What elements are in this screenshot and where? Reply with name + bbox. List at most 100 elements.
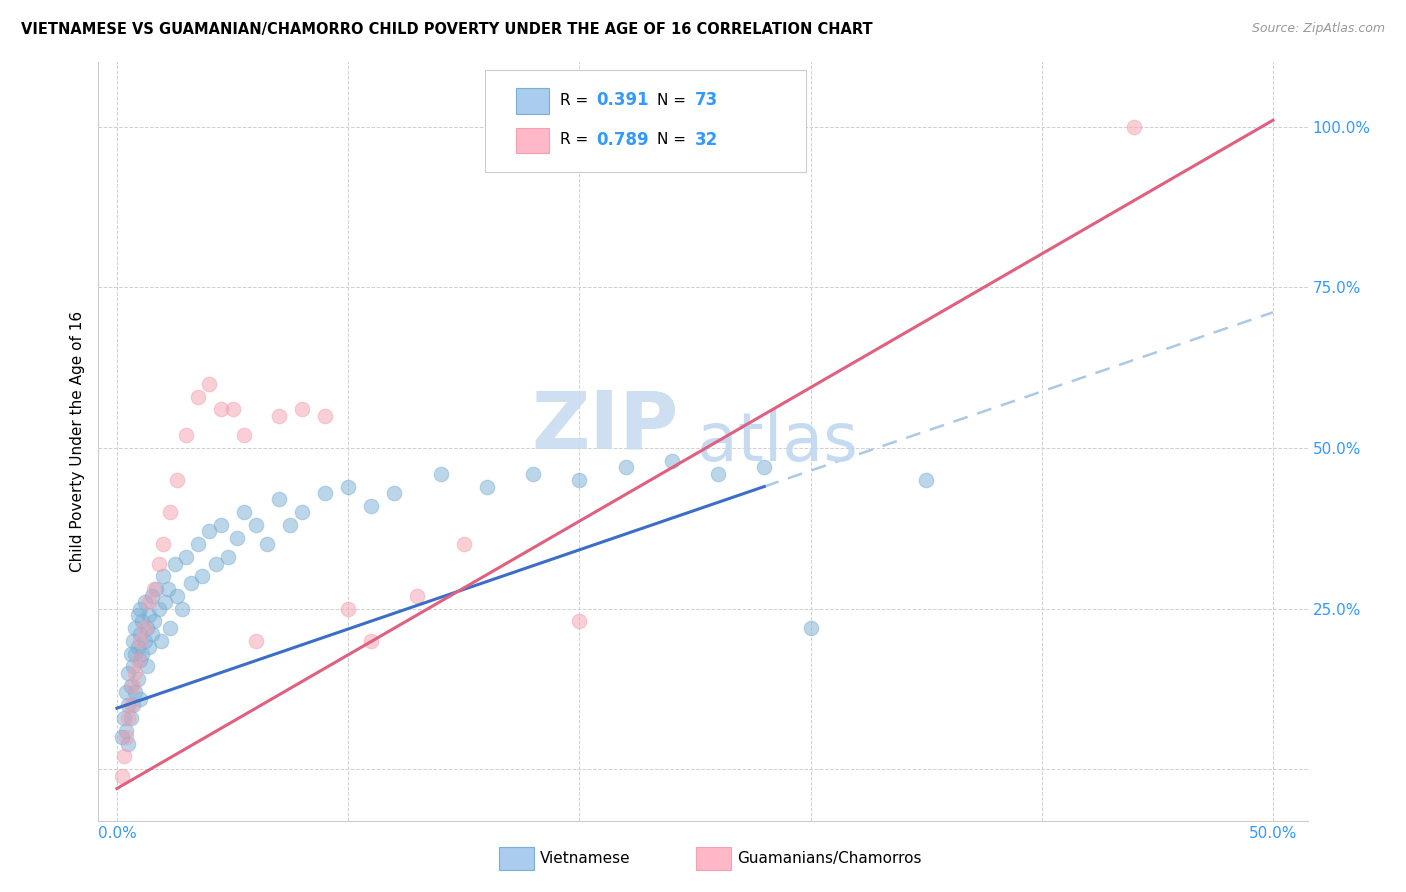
FancyBboxPatch shape [485,70,806,172]
Point [136,621,159,635]
Text: R =: R = [561,132,593,147]
Point [221,402,243,417]
Point [131,615,153,629]
Point [475,479,498,493]
Point [291,505,314,519]
Point [127,607,149,622]
Point [122,633,145,648]
Point [129,653,152,667]
Point [145,582,167,597]
Point [142,615,165,629]
Point [134,621,156,635]
Point [124,621,146,635]
Point [129,627,152,641]
Text: atlas: atlas [697,409,858,475]
Point [1123,120,1146,134]
Point [127,640,149,655]
Point [174,550,197,565]
Point [134,595,156,609]
Point [360,499,382,513]
Point [267,492,290,507]
Point [360,633,382,648]
Point [754,460,776,475]
Point [124,665,146,680]
Point [120,679,142,693]
Text: 32: 32 [695,131,718,149]
Point [278,518,301,533]
Point [661,454,683,468]
Point [245,633,267,648]
Point [568,615,591,629]
Point [522,467,544,481]
Point [129,633,152,648]
Point [120,698,142,712]
Point [205,557,228,571]
Point [122,679,145,693]
Point [256,537,278,551]
Point [110,769,132,783]
Point [117,737,139,751]
Point [187,537,209,551]
Point [267,409,290,423]
Point [124,685,146,699]
Point [152,537,174,551]
Text: 0.391: 0.391 [596,91,650,110]
Point [337,601,360,615]
Point [233,428,256,442]
Point [127,673,149,687]
Point [799,621,821,635]
Point [134,633,156,648]
Point [122,659,145,673]
Point [191,569,214,583]
Point [217,550,239,565]
Point [122,698,145,712]
Point [337,479,360,493]
Point [163,557,186,571]
Point [314,486,336,500]
Point [170,601,193,615]
Point [159,505,181,519]
Point [129,601,152,615]
Point [142,582,165,597]
Y-axis label: Child Poverty Under the Age of 16: Child Poverty Under the Age of 16 [70,311,86,572]
Text: N =: N = [657,93,690,108]
Point [166,473,188,487]
Point [245,518,267,533]
Text: VIETNAMESE VS GUAMANIAN/CHAMORRO CHILD POVERTY UNDER THE AGE OF 16 CORRELATION C: VIETNAMESE VS GUAMANIAN/CHAMORRO CHILD P… [21,22,873,37]
Point [707,467,730,481]
Point [614,460,637,475]
Text: ZIP: ZIP [531,387,679,466]
Point [209,518,232,533]
Point [138,640,160,655]
Point [117,698,139,712]
Point [915,473,938,487]
Point [112,711,135,725]
Point [198,376,221,391]
Point [112,749,135,764]
Point [136,659,159,673]
Point [174,428,197,442]
Point [120,647,142,661]
Point [149,633,172,648]
Point [148,557,170,571]
Point [314,409,336,423]
Point [453,537,475,551]
Point [180,575,202,590]
Point [209,402,232,417]
Point [382,486,405,500]
Point [159,621,181,635]
Text: R =: R = [561,93,593,108]
Text: Vietnamese: Vietnamese [540,851,630,866]
Point [138,607,160,622]
Point [138,595,160,609]
Point [115,723,138,738]
Point [198,524,221,539]
Point [127,653,149,667]
Text: 0.789: 0.789 [596,131,650,149]
Point [406,589,429,603]
Point [568,473,591,487]
Point [429,467,451,481]
Point [115,730,138,744]
Point [141,627,163,641]
Point [117,665,139,680]
